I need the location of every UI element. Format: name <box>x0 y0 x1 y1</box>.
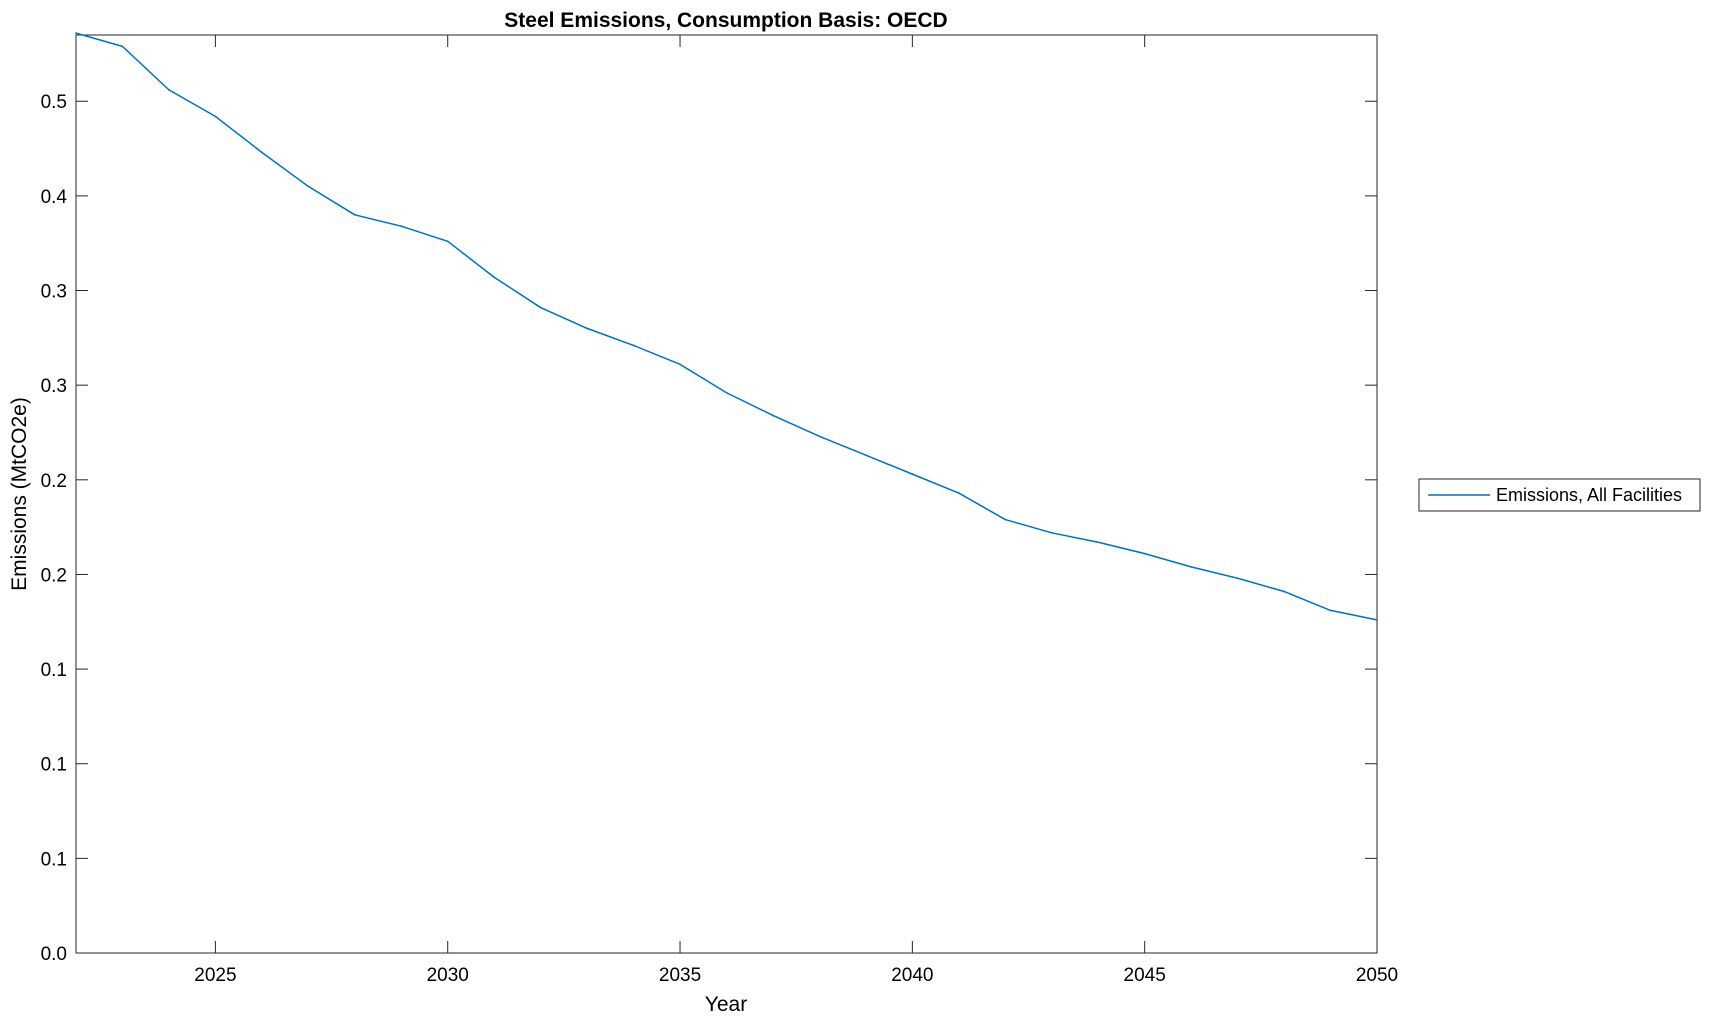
y-tick-label: 0.5 <box>41 92 67 113</box>
y-tick-label: 0.3 <box>41 282 67 303</box>
y-tick-label: 0.1 <box>41 755 67 776</box>
data-point <box>307 185 310 188</box>
plot-frame <box>75 34 1378 954</box>
data-point <box>214 115 217 118</box>
axes: 2025 2030 2035 2040 2045 2050 0.0 0.1 0.1 0.1 0.2… <box>41 32 1398 986</box>
data-point <box>586 327 589 330</box>
data-point <box>1190 565 1193 568</box>
data-point <box>1097 541 1100 544</box>
y-ticks: 0.0 0.1 0.1 0.1 0.2 0.2 0.3 0.3 0.4 0.5 <box>41 92 1377 965</box>
y-axis-label: Emissions (MtCO2e) <box>8 397 31 591</box>
x-tick-label: 2035 <box>659 965 701 986</box>
data-point <box>446 240 449 243</box>
x-axis-label: Year <box>705 993 747 1016</box>
data-point <box>353 213 356 216</box>
x-tick-label: 2050 <box>1356 965 1398 986</box>
data-point <box>772 414 774 417</box>
x-ticks: 2025 2030 2035 2040 2045 2050 <box>194 35 1398 986</box>
x-tick-label: 2030 <box>427 965 469 986</box>
x-tick-label: 2045 <box>1124 965 1166 986</box>
y-tick-label: 0.2 <box>41 565 67 586</box>
x-tick-label: 2040 <box>891 965 933 986</box>
y-tick-label: 0.4 <box>41 187 68 208</box>
data-point <box>1283 590 1285 593</box>
data-point <box>1329 609 1332 612</box>
legend: Emissions, All Facilities <box>1418 478 1701 512</box>
data-point <box>75 32 77 35</box>
data-point <box>911 473 914 476</box>
data-point <box>957 492 960 494</box>
data-point <box>1236 577 1239 580</box>
y-tick-label: 0.0 <box>41 944 67 965</box>
data-point <box>168 88 170 91</box>
y-tick-label: 0.2 <box>41 471 67 492</box>
data-point <box>493 276 496 279</box>
data-point <box>632 344 635 347</box>
data-point <box>725 391 728 394</box>
y-tick-label: 0.3 <box>41 376 67 397</box>
data-point <box>260 151 263 154</box>
data-point <box>1376 618 1378 621</box>
legend-series-label: Emissions, All Facilities <box>1496 485 1682 505</box>
data-point <box>679 363 681 366</box>
data-point <box>818 435 821 438</box>
data-point <box>121 45 124 48</box>
data-point <box>864 454 867 457</box>
x-tick-label: 2025 <box>194 965 236 986</box>
series-line <box>75 32 1378 621</box>
data-point <box>539 306 542 309</box>
data-point <box>1143 552 1146 555</box>
y-tick-label: 0.1 <box>41 849 67 870</box>
chart-title: Steel Emissions, Consumption Basis: OECD <box>504 9 947 32</box>
y-tick-label: 0.1 <box>41 660 67 681</box>
data-point <box>1050 531 1053 534</box>
data-point <box>400 225 403 228</box>
data-point <box>1004 518 1007 521</box>
series-layer <box>75 32 1378 621</box>
